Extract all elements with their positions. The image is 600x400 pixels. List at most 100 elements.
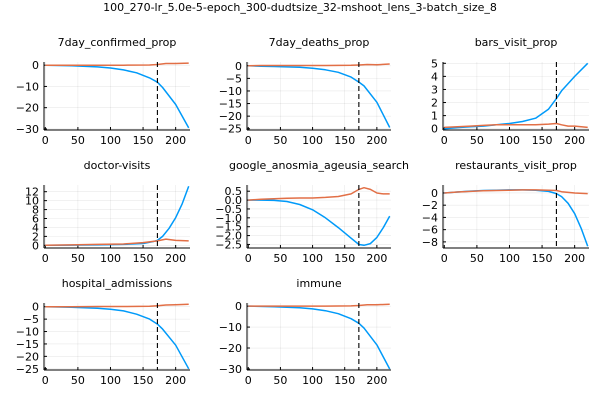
- x-tick-label: 150: [133, 134, 154, 147]
- y-tick-label: −10: [16, 80, 39, 93]
- x-tick-label: 100: [302, 374, 323, 387]
- x-tick-label: 50: [71, 252, 85, 265]
- x-tick-label: 200: [366, 374, 387, 387]
- x-tick-label: 100: [100, 134, 121, 147]
- x-tick-label: 0: [245, 252, 252, 265]
- subplot-5: google_anosmia_ageusia_search 0 50 100 150 20…: [215, 159, 409, 265]
- series-1-line: [248, 65, 391, 128]
- y-tick-label: −20: [219, 342, 242, 355]
- subplot-title: doctor-visits: [84, 159, 151, 172]
- series-1-line: [248, 199, 391, 247]
- y-tick-label: 2: [32, 230, 39, 243]
- series-2-line: [45, 303, 189, 308]
- y-tick-label: −20: [16, 350, 39, 363]
- x-tick-label: 0: [441, 134, 448, 147]
- y-tick-label: 0: [431, 187, 438, 200]
- y-tick-label: 0: [235, 60, 242, 73]
- x-tick-label: 100: [499, 252, 520, 265]
- figure-title: 100_270-lr_5.0e-5-epoch_300-dudtsize_32-…: [103, 1, 497, 14]
- x-tick-label: 200: [564, 252, 585, 265]
- x-tick-label: 200: [165, 134, 186, 147]
- series-1-line: [45, 64, 190, 129]
- x-tick-label: 150: [532, 252, 553, 265]
- series-2-line: [248, 63, 390, 67]
- x-tick-label: 200: [564, 134, 585, 147]
- y-tick-label: −5: [226, 72, 242, 85]
- y-tick-label: −1.0: [215, 212, 242, 225]
- series-2-line: [444, 122, 588, 129]
- x-tick-label: 100: [100, 374, 121, 387]
- x-tick-label: 50: [470, 252, 484, 265]
- x-tick-label: 150: [133, 374, 154, 387]
- y-tick-label: −4: [422, 211, 438, 224]
- x-tick-label: 50: [273, 374, 287, 387]
- series-2-line: [248, 186, 390, 201]
- x-tick-label: 200: [165, 252, 186, 265]
- y-tick-label: −15: [16, 338, 39, 351]
- series-2-line: [444, 189, 588, 195]
- y-tick-label: −30: [16, 123, 39, 136]
- y-tick-label: 4: [431, 70, 438, 83]
- x-tick-label: 100: [499, 134, 520, 147]
- y-tick-label: −10: [219, 321, 242, 334]
- x-tick-label: 0: [441, 252, 448, 265]
- subplot-title: restaurants_visit_prop: [455, 159, 577, 172]
- x-tick-label: 50: [71, 134, 85, 147]
- x-tick-label: 50: [71, 374, 85, 387]
- series-1-line: [45, 305, 190, 370]
- y-tick-label: −2: [422, 199, 438, 212]
- y-tick-label: −0.5: [215, 203, 242, 216]
- x-tick-label: 100: [302, 252, 323, 265]
- y-tick-label: −25: [219, 123, 242, 136]
- y-tick-label: 0: [32, 301, 39, 314]
- series-2-line: [45, 238, 189, 247]
- subplot-title: bars_visit_prop: [475, 36, 558, 49]
- y-tick-label: −20: [16, 102, 39, 115]
- subplot-title: hospital_admissions: [62, 277, 173, 290]
- y-tick-label: −8: [422, 236, 438, 249]
- y-tick-label: −10: [16, 326, 39, 339]
- x-tick-label: 100: [302, 134, 323, 147]
- series-2-line: [45, 62, 189, 66]
- subplot-title: 7day_deaths_prop: [269, 36, 370, 49]
- x-tick-label: 50: [470, 134, 484, 147]
- y-tick-label: 0.5: [225, 185, 243, 198]
- y-tick-label: 1: [431, 110, 438, 123]
- subplot-title: 7day_confirmed_prop: [58, 36, 177, 49]
- x-tick-label: 150: [532, 134, 553, 147]
- x-tick-label: 150: [133, 252, 154, 265]
- x-tick-label: 150: [334, 134, 355, 147]
- y-tick-label: −2.5: [215, 238, 242, 251]
- y-tick-label: −25: [16, 363, 39, 376]
- x-tick-label: 0: [42, 134, 49, 147]
- y-tick-label: 3: [431, 83, 438, 96]
- x-tick-label: 150: [334, 252, 355, 265]
- y-tick-label: 8: [32, 204, 39, 217]
- y-tick-label: −6: [422, 224, 438, 237]
- y-tick-label: 0: [32, 239, 39, 252]
- x-tick-label: 50: [273, 252, 287, 265]
- y-tick-label: 10: [25, 195, 39, 208]
- y-tick-label: 4: [32, 221, 39, 234]
- x-tick-label: 200: [165, 374, 186, 387]
- y-tick-label: 0: [235, 300, 242, 313]
- y-tick-label: −30: [219, 363, 242, 376]
- series-1-line: [444, 62, 589, 130]
- y-tick-label: 12: [25, 186, 39, 199]
- subplot-8: immune 0 50 100 150 200 0 −10 −20 −30: [219, 277, 391, 387]
- x-tick-label: 0: [42, 252, 49, 265]
- y-tick-label: 2: [431, 97, 438, 110]
- x-tick-label: 0: [42, 374, 49, 387]
- subplot-title: immune: [296, 277, 341, 290]
- x-tick-label: 0: [245, 134, 252, 147]
- x-tick-label: 200: [366, 134, 387, 147]
- y-tick-label: 5: [431, 57, 438, 70]
- x-tick-label: 50: [273, 134, 287, 147]
- y-tick-label: −2.0: [215, 230, 242, 243]
